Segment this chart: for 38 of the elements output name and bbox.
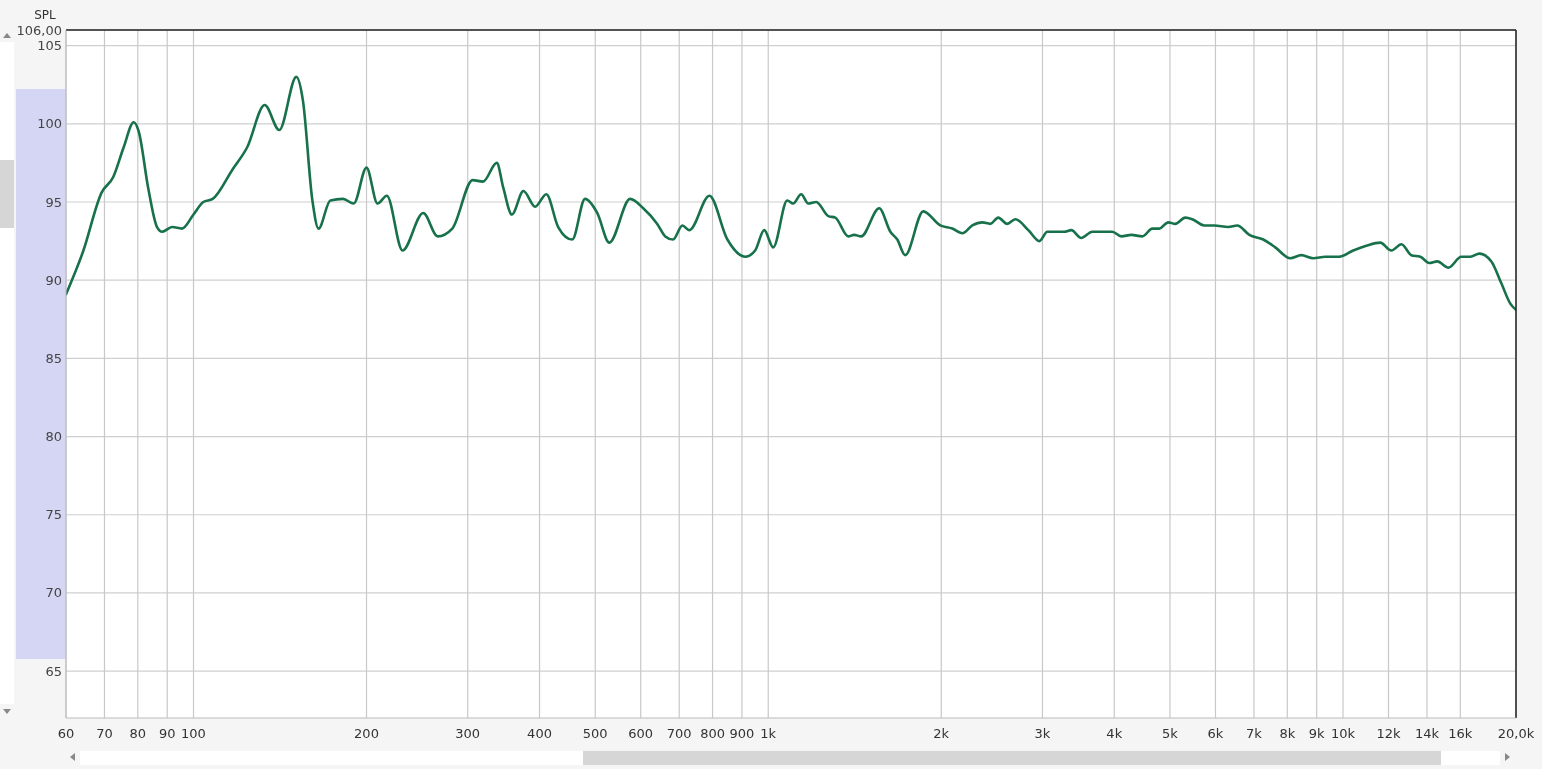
x-tick-label: 700 (666, 726, 692, 741)
x-tick-label: 7k (1246, 726, 1263, 741)
x-tick-label: 200 (354, 726, 379, 741)
y-tick-label: 90 (45, 272, 62, 288)
x-tick-label: 10k (1330, 726, 1356, 741)
x-tick-label: 8k (1279, 726, 1296, 741)
x-tick-label: 16k (1448, 726, 1473, 741)
y-tick-label: 105 (37, 38, 62, 54)
x-tick-label: 900 (729, 726, 755, 741)
x-tick-label: 800 (700, 726, 725, 741)
x-tick-label: 1k (760, 726, 777, 741)
x-tick-label: 60 (57, 726, 75, 741)
x-tick-label: 400 (527, 726, 552, 741)
x-tick-label: 100 (181, 726, 206, 741)
y-tick-label: 95 (45, 194, 62, 210)
x-tick-label: 80 (129, 726, 147, 741)
x-tick-label: 9k (1308, 726, 1326, 741)
x-tick-label: 20,0k (1497, 726, 1535, 741)
y-tick-label: 106,00 (16, 22, 62, 38)
x-tick-label: 600 (628, 726, 654, 741)
y-tick-label: 85 (45, 350, 62, 366)
x-tick-label: 500 (582, 726, 608, 741)
y-axis-title: SPL (34, 8, 57, 22)
x-tick-label: 3k (1034, 726, 1051, 741)
y-tick-label: 100 (37, 116, 62, 132)
x-tick-label: 2k (933, 726, 950, 741)
x-tick-label: 4k (1106, 726, 1123, 741)
x-tick-label: 12k (1376, 726, 1401, 741)
x-tick-label: 70 (96, 726, 113, 741)
y-tick-label: 70 (45, 585, 62, 601)
x-tick-label: 14k (1414, 726, 1440, 741)
x-tick-label: 300 (455, 726, 481, 741)
y-tick-label: 65 (45, 663, 62, 679)
x-tick-label: 5k (1162, 726, 1179, 741)
y-tick-label: 75 (45, 507, 62, 523)
x-tick-label: 90 (158, 726, 176, 741)
x-tick-label: 6k (1207, 726, 1224, 741)
y-tick-label: 80 (45, 429, 62, 445)
